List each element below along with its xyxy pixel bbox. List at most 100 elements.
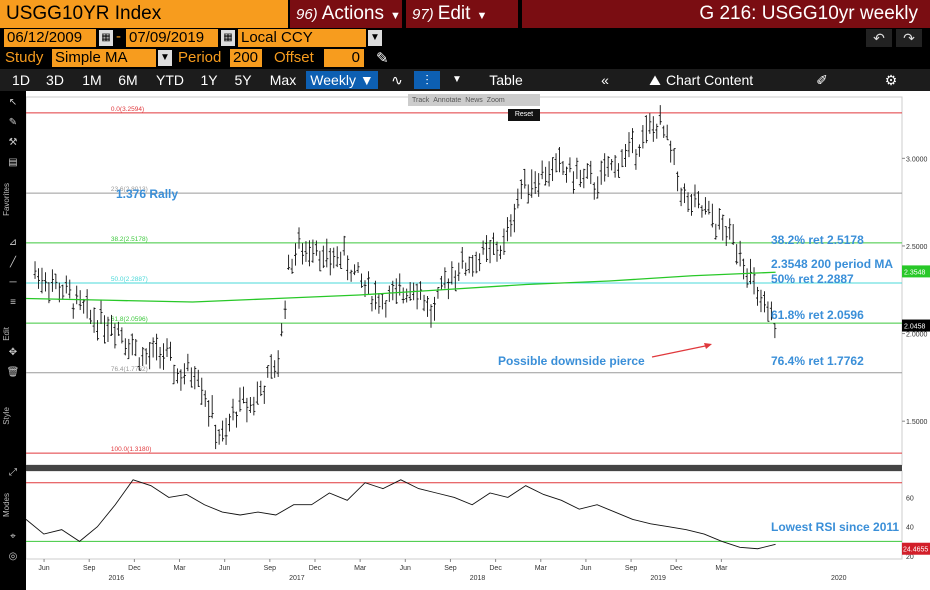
undo-icon[interactable]: ↶ [866, 29, 892, 47]
pencil-icon[interactable]: ✎ [376, 50, 389, 67]
price-bar [335, 246, 339, 268]
chart-annotation: 1.376 Rally [116, 187, 178, 201]
move-icon[interactable]: ✥ [8, 347, 18, 358]
offset-field[interactable]: 0 [324, 49, 364, 67]
edit-label: Edit [437, 3, 471, 24]
chart-icon[interactable]: ⛰ [649, 72, 661, 88]
chevron-down-icon[interactable]: ▼ [158, 50, 172, 66]
ticker-field[interactable]: USGG10YR Index [0, 0, 288, 28]
drag-icon[interactable]: ⤢ [9, 467, 17, 478]
price-bar [617, 163, 621, 178]
price-bar [40, 267, 44, 294]
price-bar [662, 125, 666, 138]
annotate-tool[interactable]: Annotate [433, 96, 462, 104]
price-bar [276, 350, 280, 377]
tools-icon[interactable]: ⚒ [8, 137, 18, 148]
hline-icon[interactable]: ─ [9, 277, 17, 288]
price-bar [89, 309, 93, 325]
redo-icon[interactable]: ↷ [896, 29, 922, 47]
ruler-icon[interactable]: ⊿ [8, 237, 18, 248]
x-tick-label: Sep [264, 565, 277, 572]
actions-menu[interactable]: 96) Actions ▼ [290, 0, 402, 28]
calendar-icon[interactable]: ▦ [221, 30, 235, 46]
arrow-icon[interactable]: ↖ [8, 97, 18, 108]
price-bar [537, 173, 541, 197]
pin-icon[interactable]: ✎ [8, 117, 18, 128]
price-bar [68, 279, 72, 299]
price-bar [495, 241, 499, 262]
range-ytd[interactable]: YTD [156, 72, 184, 88]
line-chart-icon[interactable]: ∿ [391, 72, 403, 88]
end-date-field[interactable]: 07/09/2019 [126, 29, 218, 47]
target-icon[interactable]: ◎ [8, 551, 18, 562]
price-bar [540, 160, 544, 180]
trash-icon[interactable]: 🗑 [6, 367, 20, 378]
range-max[interactable]: Max [269, 72, 297, 88]
range-1d[interactable]: 1D [12, 72, 30, 88]
range-5y[interactable]: 5Y [234, 72, 252, 88]
price-bar [158, 346, 162, 369]
start-date-field[interactable]: 06/12/2009 [4, 29, 96, 47]
price-bar [558, 146, 562, 173]
price-bar [339, 251, 343, 270]
price-bar [214, 424, 218, 450]
range-1m[interactable]: 1M [82, 72, 102, 88]
rsi-tick-label: 40 [906, 525, 914, 532]
rsi-value-tag [902, 542, 930, 555]
range-6m[interactable]: 6M [118, 72, 138, 88]
x-tick-label: Dec [128, 565, 141, 572]
price-bar [325, 238, 329, 268]
fib-label: 0.0(3.2594) [111, 106, 144, 113]
edit-menu[interactable]: 97) Edit ▼ [406, 0, 518, 28]
price-bar [141, 346, 145, 367]
price-bar [728, 218, 732, 240]
study-select[interactable]: Simple MA [52, 49, 156, 67]
price-bar [394, 278, 398, 304]
channel-icon[interactable]: ≡ [10, 297, 16, 308]
price-bar [759, 289, 763, 313]
edit-chart-icon[interactable]: ✐ [816, 72, 828, 88]
price-bar [690, 194, 694, 216]
zoom-tool[interactable]: Zoom [486, 96, 505, 104]
price-bar [207, 400, 211, 427]
price-bar [290, 258, 294, 274]
track-tool[interactable]: Track [412, 96, 430, 104]
chevron-down-icon[interactable]: ▼ [368, 30, 382, 46]
period-field[interactable]: 200 [230, 49, 262, 67]
price-bar [280, 323, 284, 337]
price-bar [696, 191, 700, 209]
collapse-icon[interactable]: « [601, 72, 609, 88]
news-tool[interactable]: News [465, 96, 483, 104]
price-bar [710, 203, 714, 228]
gear-icon[interactable]: ⚙ [884, 72, 898, 88]
x-tick-label: Dec [670, 565, 683, 572]
price-bar [109, 314, 113, 336]
price-bar [672, 148, 676, 166]
range-1y[interactable]: 1Y [200, 72, 218, 88]
x-tick-label: Sep [83, 565, 96, 572]
price-bar [762, 291, 766, 313]
chevron-down-icon[interactable]: ▼ [452, 74, 462, 85]
chart-area: 0.0(3.2594) 23.6(2.8013) 38.2(2.5178) 50.0(… [0, 91, 930, 590]
price-bar [99, 299, 103, 324]
layers-icon[interactable]: ▤ [8, 157, 18, 168]
cursor-icon[interactable]: ⌖ [10, 531, 16, 542]
price-bar [592, 182, 596, 200]
price-bar [481, 240, 485, 255]
table-button[interactable]: Table [489, 72, 523, 88]
price-bar [457, 262, 461, 281]
reset-button[interactable]: Reset [508, 109, 540, 121]
line-icon[interactable]: ╱ [9, 257, 17, 268]
bar-chart-icon[interactable]: ⫶ [414, 71, 440, 89]
range-3d[interactable]: 3D [46, 72, 64, 88]
price-bar [342, 235, 346, 256]
price-bar [144, 348, 148, 365]
price-bar [47, 282, 51, 304]
actions-label: Actions [321, 3, 384, 24]
chart-content-button[interactable]: Chart Content [666, 72, 754, 88]
frequency-select[interactable]: Weekly ▼ [306, 71, 378, 89]
price-bar [471, 254, 475, 277]
currency-select[interactable]: Local CCY [238, 29, 366, 47]
chevron-down-icon: ▼ [476, 10, 488, 22]
calendar-icon[interactable]: ▦ [99, 30, 113, 46]
